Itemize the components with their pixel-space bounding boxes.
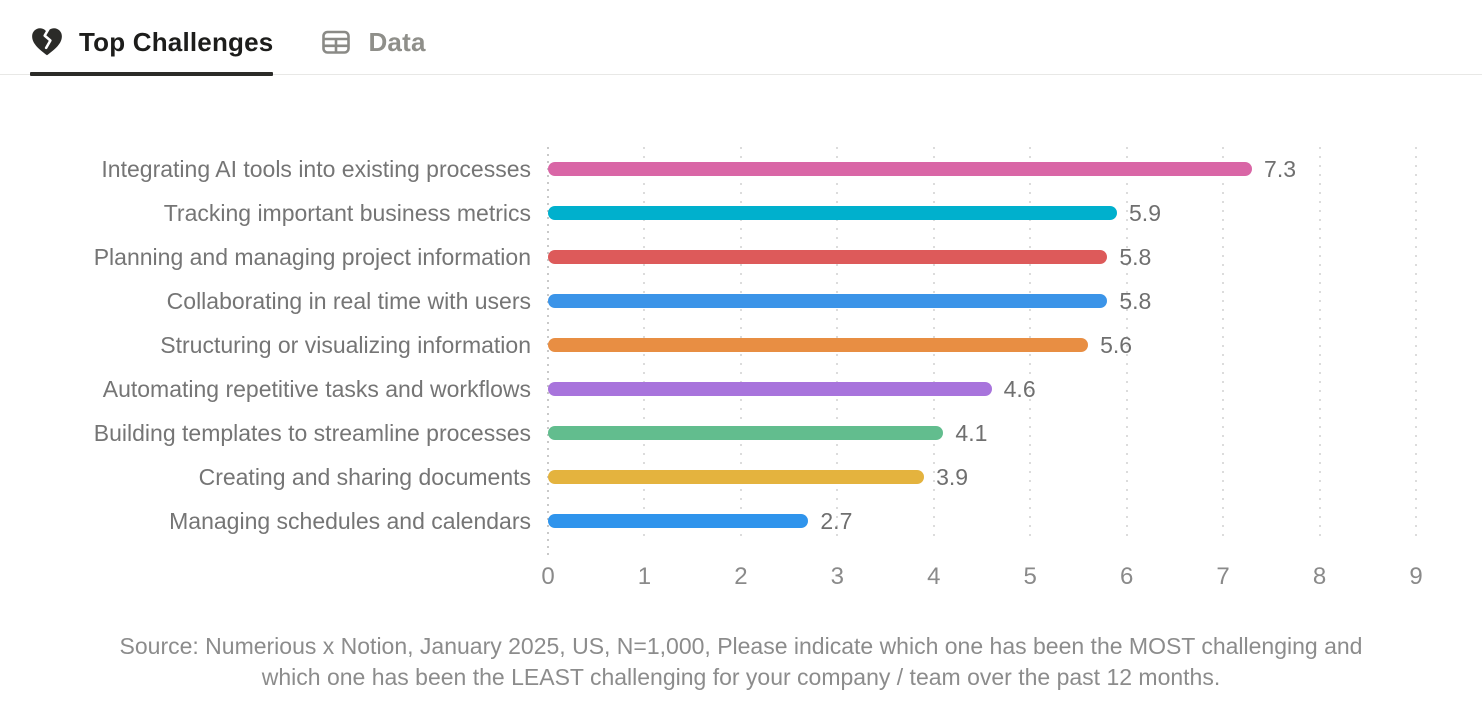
bar-track: 5.9 xyxy=(548,191,1416,235)
bar xyxy=(548,470,925,484)
x-tick-label: 7 xyxy=(1216,563,1230,590)
bar-value-label: 2.7 xyxy=(820,507,853,534)
bar-row: Creating and sharing documents 3.9 xyxy=(0,455,1482,499)
bar-value-label: 5.6 xyxy=(1100,331,1133,358)
tab-top-challenges[interactable]: Top Challenges xyxy=(30,26,274,76)
category-label: Integrating AI tools into existing proce… xyxy=(101,155,531,182)
tab-top-challenges-label: Top Challenges xyxy=(79,26,274,57)
x-tick-label: 0 xyxy=(541,563,555,590)
bar xyxy=(548,294,1108,308)
x-tick-label: 2 xyxy=(734,563,748,590)
category-label: Structuring or visualizing information xyxy=(160,331,531,358)
bar-track: 3.9 xyxy=(548,455,1416,499)
tab-data[interactable]: Data xyxy=(319,26,425,74)
bar-track: 4.1 xyxy=(548,411,1416,455)
bar xyxy=(548,382,992,396)
bar-value-label: 7.3 xyxy=(1264,155,1297,182)
category-label: Planning and managing project informatio… xyxy=(93,243,531,270)
tab-bar: Top Challenges Data xyxy=(0,0,1482,76)
category-label: Creating and sharing documents xyxy=(198,463,531,490)
bar-chart: Integrating AI tools into existing proce… xyxy=(0,147,1482,603)
gridline xyxy=(1125,147,1128,543)
bar-value-label: 5.8 xyxy=(1119,287,1152,314)
category-label: Building templates to streamline process… xyxy=(93,419,531,446)
bar-value-label: 4.1 xyxy=(955,419,988,446)
chart-rows: Integrating AI tools into existing proce… xyxy=(0,147,1482,543)
x-tick-label: 5 xyxy=(1023,563,1037,590)
bar-row: Structuring or visualizing information 5.… xyxy=(0,323,1482,367)
category-label: Tracking important business metrics xyxy=(163,199,531,226)
category-label: Automating repetitive tasks and workflow… xyxy=(102,375,531,402)
bar-track: 5.8 xyxy=(548,235,1416,279)
source-note: Source: Numerious x Notion, January 2025… xyxy=(0,631,1482,693)
bar-value-label: 4.6 xyxy=(1003,375,1036,402)
axis-zero-line xyxy=(547,147,549,557)
x-tick-label: 8 xyxy=(1312,563,1327,590)
x-tick-label: 3 xyxy=(830,563,845,590)
gridline xyxy=(1222,147,1225,543)
bar-value-label: 5.9 xyxy=(1129,199,1161,226)
bar-row: Integrating AI tools into existing proce… xyxy=(0,147,1482,191)
table-icon xyxy=(319,26,353,58)
source-line-1: Source: Numerious x Notion, January 2025… xyxy=(119,633,1363,659)
gridline xyxy=(1415,147,1417,543)
bar xyxy=(548,338,1089,352)
bar-row: Tracking important business metrics 5.9 xyxy=(0,191,1482,235)
bar-row: Collaborating in real time with users 5.8 xyxy=(0,279,1482,323)
gridline xyxy=(1318,147,1321,543)
x-axis: 0 1 2 3 4 5 6 7 8 9 xyxy=(541,557,1422,603)
x-tick-label: 4 xyxy=(927,563,941,590)
bar xyxy=(548,206,1118,220)
bar-row: Building templates to streamline process… xyxy=(0,411,1482,455)
x-tick-label: 9 xyxy=(1409,563,1423,590)
bar-value-label: 3.9 xyxy=(936,463,969,490)
bar xyxy=(548,162,1253,176)
bar-row: Planning and managing project informatio… xyxy=(0,235,1482,279)
x-tick-label: 1 xyxy=(637,563,652,590)
category-label: Managing schedules and calendars xyxy=(169,507,531,534)
bar-row: Automating repetitive tasks and workflow… xyxy=(0,367,1482,411)
bar xyxy=(548,426,944,440)
category-label: Collaborating in real time with users xyxy=(166,287,531,314)
bar-track: 2.7 xyxy=(548,499,1416,543)
broken-heart-icon xyxy=(30,26,64,58)
bar-value-label: 5.8 xyxy=(1119,243,1152,270)
bar-track: 5.8 xyxy=(548,279,1416,323)
bar-track: 7.3 xyxy=(548,147,1416,191)
x-tick-label: 6 xyxy=(1119,563,1134,590)
bar-track: 4.6 xyxy=(548,367,1416,411)
bar xyxy=(548,250,1108,264)
bar xyxy=(548,514,809,528)
bar-track: 5.6 xyxy=(548,323,1416,367)
bar-row: Managing schedules and calendars 2.7 xyxy=(0,499,1482,543)
tab-data-label: Data xyxy=(368,26,426,57)
source-line-2: which one has been the LEAST challenging… xyxy=(261,664,1221,690)
